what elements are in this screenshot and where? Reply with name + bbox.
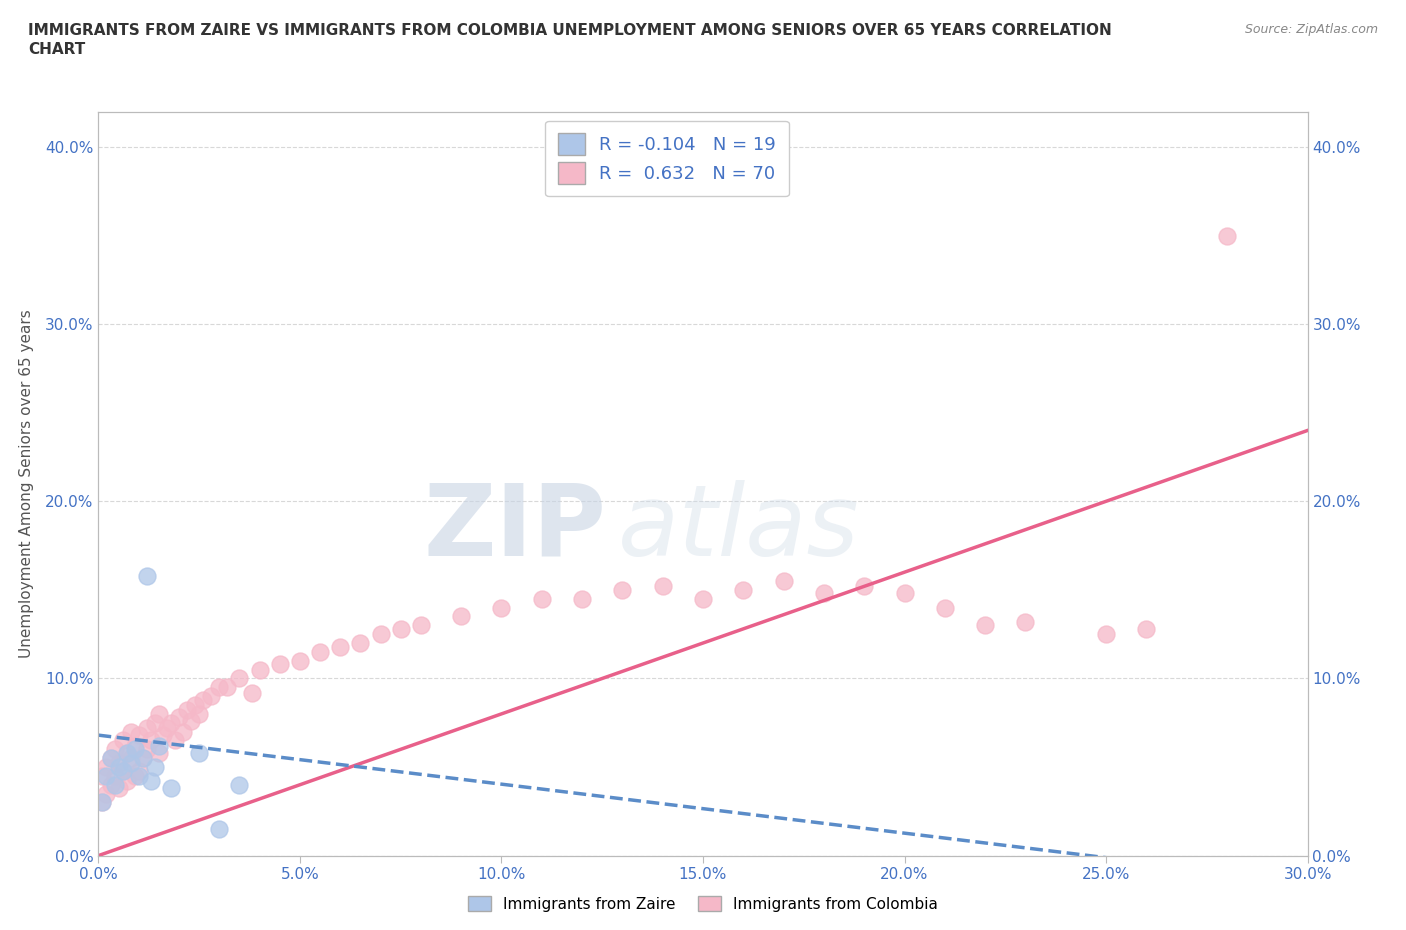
Point — [100, 751, 122, 765]
Point — [111, 764, 134, 778]
Point — [124, 742, 146, 757]
Point — [228, 671, 250, 686]
Point — [491, 600, 513, 615]
Point — [249, 662, 271, 677]
Point — [103, 777, 125, 792]
Point — [124, 768, 146, 783]
Point — [160, 715, 183, 730]
Point — [329, 639, 352, 654]
Point — [240, 685, 263, 700]
Point — [571, 591, 593, 606]
Point — [193, 692, 215, 707]
Point — [893, 586, 915, 601]
Point — [217, 680, 239, 695]
Point — [450, 609, 472, 624]
Point — [120, 751, 142, 765]
Point — [1216, 228, 1239, 243]
Point — [107, 781, 129, 796]
Point — [288, 653, 311, 668]
Point — [107, 756, 129, 771]
Point — [135, 721, 157, 736]
Point — [188, 707, 211, 722]
Point — [100, 777, 122, 792]
Point — [188, 746, 211, 761]
Point — [180, 713, 202, 728]
Point — [111, 733, 134, 748]
Point — [111, 764, 134, 778]
Point — [132, 751, 155, 765]
Point — [269, 657, 291, 671]
Legend: R = -0.104   N = 19, R =  0.632   N = 70: R = -0.104 N = 19, R = 0.632 N = 70 — [546, 121, 789, 196]
Point — [120, 756, 142, 771]
Text: ZIP: ZIP — [423, 480, 606, 577]
Point — [974, 618, 997, 632]
Point — [96, 786, 118, 801]
Point — [934, 600, 956, 615]
Point — [115, 746, 138, 761]
Point — [139, 733, 162, 748]
Text: Source: ZipAtlas.com: Source: ZipAtlas.com — [1244, 23, 1378, 36]
Point — [733, 582, 755, 597]
Point — [115, 746, 138, 761]
Point — [100, 751, 122, 765]
Text: IMMIGRANTS FROM ZAIRE VS IMMIGRANTS FROM COLOMBIA UNEMPLOYMENT AMONG SENIORS OVE: IMMIGRANTS FROM ZAIRE VS IMMIGRANTS FROM… — [28, 23, 1112, 38]
Point — [91, 795, 114, 810]
Point — [96, 768, 118, 783]
Point — [160, 781, 183, 796]
Point — [370, 627, 392, 642]
Point — [135, 568, 157, 583]
Text: CHART: CHART — [28, 42, 86, 57]
Point — [139, 774, 162, 789]
Point — [163, 733, 186, 748]
Point — [152, 727, 174, 742]
Legend: Immigrants from Zaire, Immigrants from Colombia: Immigrants from Zaire, Immigrants from C… — [461, 889, 945, 918]
Point — [128, 768, 150, 783]
Point — [143, 715, 166, 730]
Point — [115, 774, 138, 789]
Point — [143, 760, 166, 775]
Point — [148, 707, 170, 722]
Point — [148, 746, 170, 761]
Point — [208, 680, 231, 695]
Point — [228, 777, 250, 792]
Point — [167, 710, 190, 724]
Point — [389, 621, 412, 636]
Point — [156, 721, 179, 736]
Point — [135, 742, 157, 757]
Point — [148, 738, 170, 753]
Text: atlas: atlas — [619, 480, 860, 577]
Point — [612, 582, 634, 597]
Point — [349, 635, 371, 650]
Point — [103, 768, 125, 783]
Point — [200, 689, 222, 704]
Point — [124, 738, 146, 753]
Point — [176, 703, 198, 718]
Point — [208, 821, 231, 836]
Point — [530, 591, 553, 606]
Point — [91, 795, 114, 810]
Point — [91, 768, 114, 783]
Point — [1014, 615, 1036, 630]
Point — [132, 751, 155, 765]
Point — [107, 760, 129, 775]
Point — [96, 760, 118, 775]
Point — [128, 764, 150, 778]
Point — [813, 586, 835, 601]
Point — [853, 578, 876, 593]
Point — [309, 644, 332, 659]
Point — [1095, 627, 1118, 642]
Point — [772, 574, 794, 589]
Point — [692, 591, 714, 606]
Point — [172, 724, 194, 739]
Point — [120, 724, 142, 739]
Point — [1135, 621, 1157, 636]
Point — [103, 742, 125, 757]
Point — [651, 578, 673, 593]
Point — [184, 698, 207, 712]
Point — [128, 727, 150, 742]
Point — [409, 618, 432, 632]
Y-axis label: Unemployment Among Seniors over 65 years: Unemployment Among Seniors over 65 years — [18, 309, 34, 658]
